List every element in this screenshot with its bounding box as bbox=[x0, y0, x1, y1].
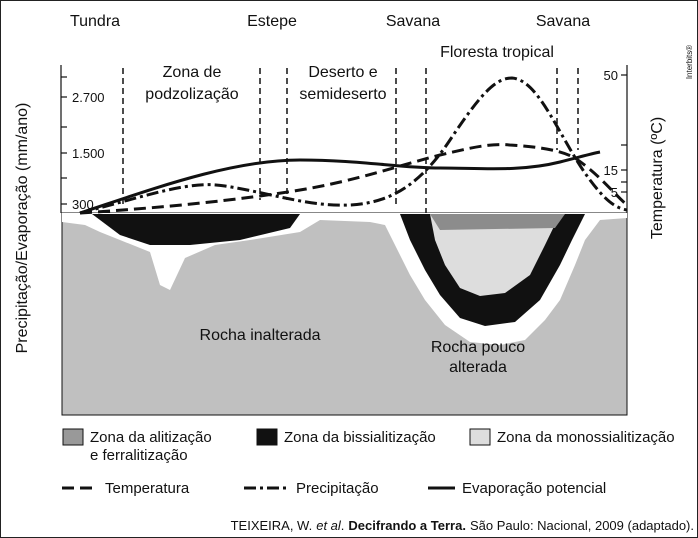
rock-label: Rocha inalterada bbox=[200, 327, 321, 344]
legend-label: Zona da monossialitização bbox=[497, 429, 675, 446]
zone-label: Deserto e bbox=[308, 64, 377, 81]
rock-label: alterada bbox=[449, 359, 507, 376]
right-tick-label: 15 bbox=[604, 163, 618, 178]
right-tick-label: 5 bbox=[611, 185, 618, 200]
alitization bbox=[430, 214, 565, 230]
right-axis-label: Temperatura (ºC) bbox=[649, 117, 666, 239]
legend-swatch bbox=[256, 428, 278, 446]
biome-label: Estepe bbox=[247, 13, 297, 30]
left-axis bbox=[60, 65, 67, 213]
evaporation-curve bbox=[79, 150, 601, 215]
legend-label: e ferralitização bbox=[90, 447, 188, 464]
zone-label: Floresta tropical bbox=[440, 44, 554, 61]
right-tick-label: 50 bbox=[604, 68, 618, 83]
left-tick-label: 1.500 bbox=[72, 146, 105, 161]
zone-label: semideserto bbox=[299, 86, 386, 103]
zone-label: podzolização bbox=[145, 86, 239, 103]
legend-label: Temperatura bbox=[105, 480, 190, 497]
legend-swatch bbox=[469, 428, 491, 446]
citation-author: TEIXEIRA, W. bbox=[231, 518, 313, 533]
biome-label: Savana bbox=[386, 13, 440, 30]
citation: TEIXEIRA, W. et al. Decifrando a Terra. São… bbox=[231, 518, 694, 533]
biome-label: Tundra bbox=[70, 13, 120, 30]
zone-label: Zona de bbox=[163, 64, 222, 81]
bissialitization-left bbox=[92, 214, 300, 245]
rock-label: Rocha pouco bbox=[431, 339, 525, 356]
citation-etal: et al bbox=[316, 518, 342, 533]
credit: Interbits® bbox=[685, 45, 694, 79]
citation-sep: . bbox=[341, 518, 345, 533]
zone-separators bbox=[122, 68, 579, 213]
right-axis bbox=[621, 65, 628, 213]
legend-label: Zona da alitização bbox=[90, 429, 212, 446]
biome-label: Savana bbox=[536, 13, 590, 30]
monossialitization bbox=[430, 214, 560, 296]
citation-title: Decifrando a Terra. bbox=[348, 518, 466, 533]
citation-rest: São Paulo: Nacional, 2009 (adaptado). bbox=[470, 518, 694, 533]
left-axis-label: Precipitação/Evaporação (mm/ano) bbox=[14, 103, 31, 354]
legend-label: Precipitação bbox=[296, 480, 379, 497]
legend-swatch bbox=[62, 428, 84, 446]
legend-label: Evaporação potencial bbox=[462, 480, 606, 497]
left-tick-label: 2.700 bbox=[72, 90, 105, 105]
temperature-curve bbox=[79, 143, 628, 215]
left-tick-label: 300 bbox=[72, 197, 94, 212]
legend-label: Zona da bissialitização bbox=[284, 429, 436, 446]
